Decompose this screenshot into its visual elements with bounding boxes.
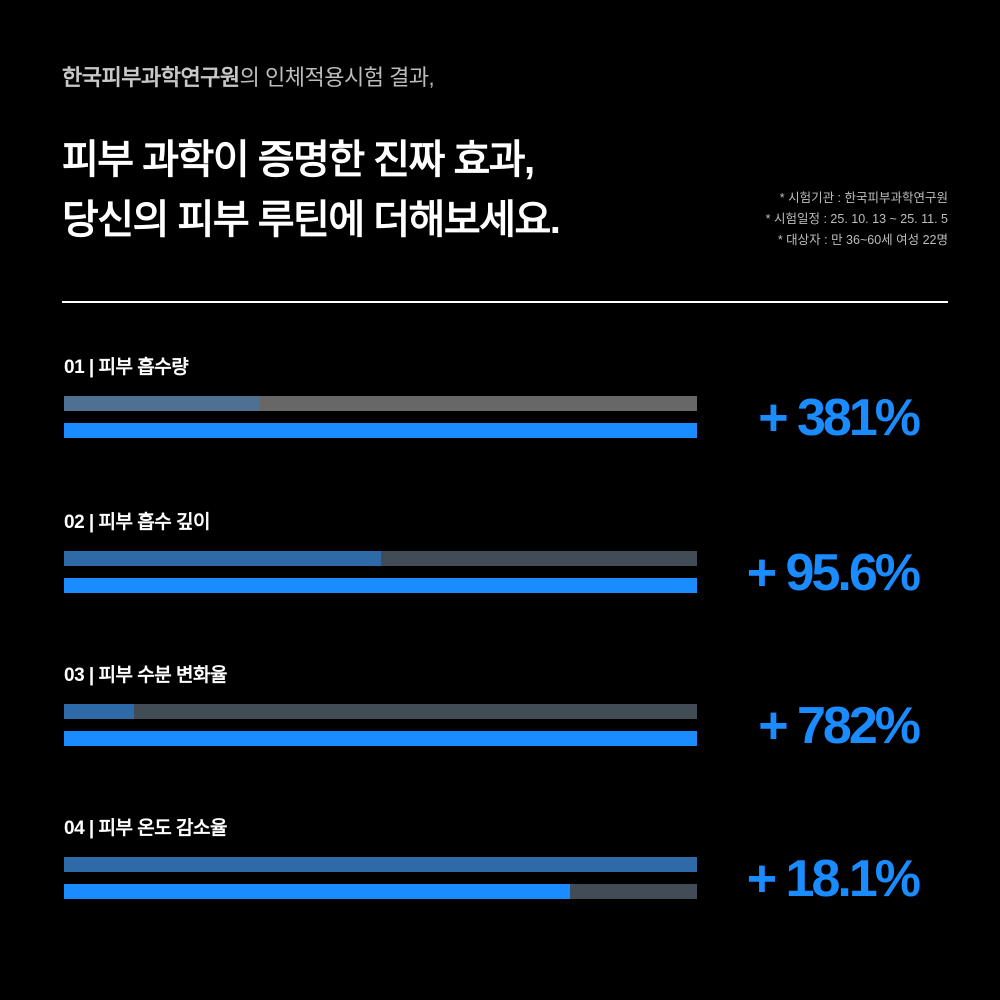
before-bar — [64, 857, 697, 872]
metric-label: 03 | 피부 수분 변화율 — [64, 665, 227, 686]
test-notes: * 시험기관 : 한국피부과학연구원 * 시험일정 : 25. 10. 13 ~… — [766, 188, 948, 251]
before-bar-fill — [64, 551, 381, 566]
before-bar-fill — [64, 704, 134, 719]
page-title: 피부 과학이 증명한 진짜 효과, 당신의 피부 루틴에 더해보세요. — [62, 130, 561, 250]
after-bar — [64, 578, 697, 593]
metric-section: 01 | 피부 흡수량 + 381% — [64, 352, 954, 447]
after-bar — [64, 884, 697, 899]
note-period: * 시험일정 : 25. 10. 13 ~ 25. 11. 5 — [765, 212, 948, 226]
metric-label: 02 | 피부 흡수 깊이 — [64, 512, 210, 533]
metric-section: 02 | 피부 흡수 깊이 + 95.6% — [64, 507, 954, 602]
divider — [62, 301, 948, 303]
after-bar-fill — [64, 578, 697, 593]
before-bar — [64, 396, 697, 411]
before-bar — [64, 704, 697, 719]
subtitle-rest: 의 인체적용시험 결과, — [239, 65, 435, 90]
metric-value: + 782% — [758, 697, 921, 755]
after-bar-fill — [64, 731, 697, 746]
metric-value: + 381% — [758, 389, 921, 447]
after-bar — [64, 423, 697, 438]
note-subjects: * 대상자 : 만 36~60세 여성 22명 — [777, 233, 948, 247]
note-institution: * 시험기관 : 한국피부과학연구원 — [779, 191, 948, 205]
metric-section: 03 | 피부 수분 변화율 + 782% — [64, 660, 954, 755]
metric-section: 04 | 피부 온도 감소율 + 18.1% — [64, 813, 954, 908]
before-bar — [64, 551, 697, 566]
after-bar — [64, 731, 697, 746]
after-bar-fill — [64, 884, 571, 899]
metric-label: 04 | 피부 온도 감소율 — [64, 818, 227, 839]
subtitle: 한국피부과학연구원의 인체적용시험 결과, — [62, 60, 435, 92]
metric-value: + 95.6% — [746, 544, 921, 602]
after-bar-fill — [64, 423, 697, 438]
before-bar-fill — [64, 396, 261, 411]
metric-label: 01 | 피부 흡수량 — [64, 357, 189, 378]
title-line-2: 당신의 피부 루틴에 더해보세요. — [62, 198, 561, 242]
title-line-1: 피부 과학이 증명한 진짜 효과, — [62, 138, 535, 182]
metric-value: + 18.1% — [746, 850, 921, 908]
before-bar-fill — [64, 857, 697, 872]
org-name: 한국피부과학연구원 — [62, 65, 240, 90]
